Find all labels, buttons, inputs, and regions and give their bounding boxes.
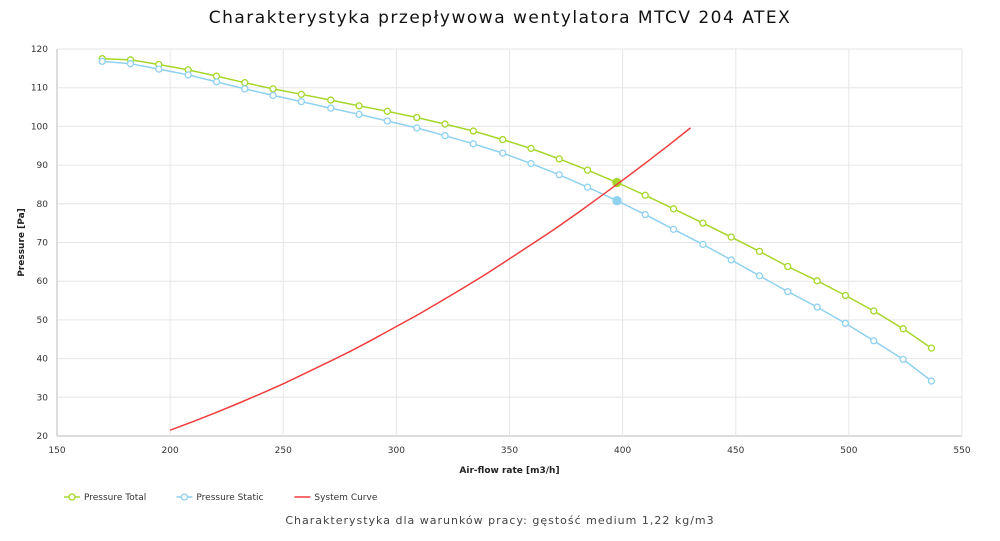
data-point[interactable] [441,132,449,140]
data-point[interactable] [755,247,764,256]
data-point[interactable] [241,79,249,87]
legend-marker [68,493,76,501]
data-point[interactable] [784,287,792,296]
data-point[interactable] [383,107,391,115]
data-point[interactable] [927,377,936,385]
data-point[interactable] [669,205,678,213]
data-point[interactable] [126,60,135,68]
legend-label: Pressure Static [196,493,263,503]
data-point[interactable] [98,57,106,66]
data-point[interactable] [469,140,477,148]
data-point[interactable] [727,233,735,241]
operating-point[interactable] [612,196,622,206]
data-point[interactable] [212,72,221,80]
data-point[interactable] [212,78,221,86]
x-tick-label: 150 [48,446,65,456]
data-point[interactable] [870,307,878,315]
data-point[interactable] [327,104,335,112]
y-tick-label: 110 [31,84,48,94]
y-tick-label: 70 [37,239,49,249]
data-point[interactable] [469,127,477,135]
y-tick-label: 40 [37,355,49,365]
legend-item-system-curve[interactable]: System Curve [294,493,378,503]
data-point[interactable] [841,291,850,300]
data-point[interactable] [499,149,507,157]
axes: 20 30 40 50 60 70 80 90 100 110 120 150 200 250 300 350… [17,45,971,476]
y-tick-label: 50 [37,316,49,326]
y-tick-label: 60 [37,277,49,287]
data-point[interactable] [899,355,907,364]
series-layer [98,55,936,431]
data-point[interactable] [413,113,421,122]
data-point[interactable] [699,219,707,227]
x-axis-title: Air-flow rate [m3/h] [459,466,559,476]
series-line-pressure-static [102,60,932,382]
data-point[interactable] [184,71,192,79]
data-point[interactable] [241,85,249,93]
data-point[interactable] [527,159,535,168]
y-tick-label: 20 [37,432,49,442]
data-point[interactable] [813,303,821,311]
series-pressure-static [98,57,936,385]
legend-label: Pressure Total [84,493,146,503]
data-point[interactable] [641,210,649,219]
data-point[interactable] [499,135,507,144]
x-tick-label: 350 [501,446,518,456]
data-point[interactable] [583,183,592,191]
series-line-system-curve [169,127,691,431]
data-point[interactable] [841,319,850,328]
legend-item-pressure-total[interactable]: Pressure Total [64,493,146,503]
data-point[interactable] [583,166,592,174]
data-point[interactable] [383,117,391,125]
data-point[interactable] [269,91,277,100]
data-point[interactable] [899,325,907,333]
data-point[interactable] [413,124,421,132]
legend-marker [180,493,189,501]
data-point[interactable] [755,272,764,280]
data-point[interactable] [155,65,163,73]
data-point[interactable] [297,90,306,98]
y-tick-label: 30 [37,393,49,403]
x-tick-label: 500 [840,446,857,456]
data-point[interactable] [727,256,735,264]
data-point[interactable] [355,110,363,119]
grid [56,48,963,437]
data-point[interactable] [297,97,306,106]
y-axis-title: Pressure [Pa] [17,208,27,277]
legend-item-pressure-static[interactable]: Pressure Static [176,493,263,503]
data-point[interactable] [870,337,878,345]
data-point[interactable] [669,225,678,233]
data-point[interactable] [555,155,563,163]
series-line-pressure-total [102,57,932,349]
x-tick-label: 400 [614,446,631,456]
data-point[interactable] [555,171,563,179]
x-tick-label: 200 [162,446,179,456]
data-point[interactable] [699,240,707,249]
y-tick-label: 120 [31,45,48,55]
chart-title: Charakterystyka przepływowa wentylatora … [208,8,792,28]
x-tick-label: 250 [275,446,292,456]
chart-subtitle: Charakterystyka dla warunków pracy: gęst… [285,514,715,527]
legend-label: System Curve [314,493,377,503]
y-tick-label: 100 [31,122,48,132]
data-point[interactable] [441,120,449,128]
data-point[interactable] [269,85,277,93]
data-point[interactable] [813,277,821,285]
y-tick-label: 80 [37,200,49,210]
data-point[interactable] [355,102,363,110]
x-tick-label: 550 [953,446,970,456]
legend: Pressure Total Pressure Static System Curv… [64,493,378,503]
y-tick-label: 90 [37,161,49,171]
data-point[interactable] [784,262,792,271]
data-point[interactable] [327,96,335,104]
x-tick-label: 450 [727,446,744,456]
data-point[interactable] [927,344,936,352]
x-tick-label: 300 [388,446,405,456]
operating-point[interactable] [612,177,622,188]
series-system-curve [169,127,691,431]
data-point[interactable] [527,144,535,153]
data-point[interactable] [641,191,649,199]
